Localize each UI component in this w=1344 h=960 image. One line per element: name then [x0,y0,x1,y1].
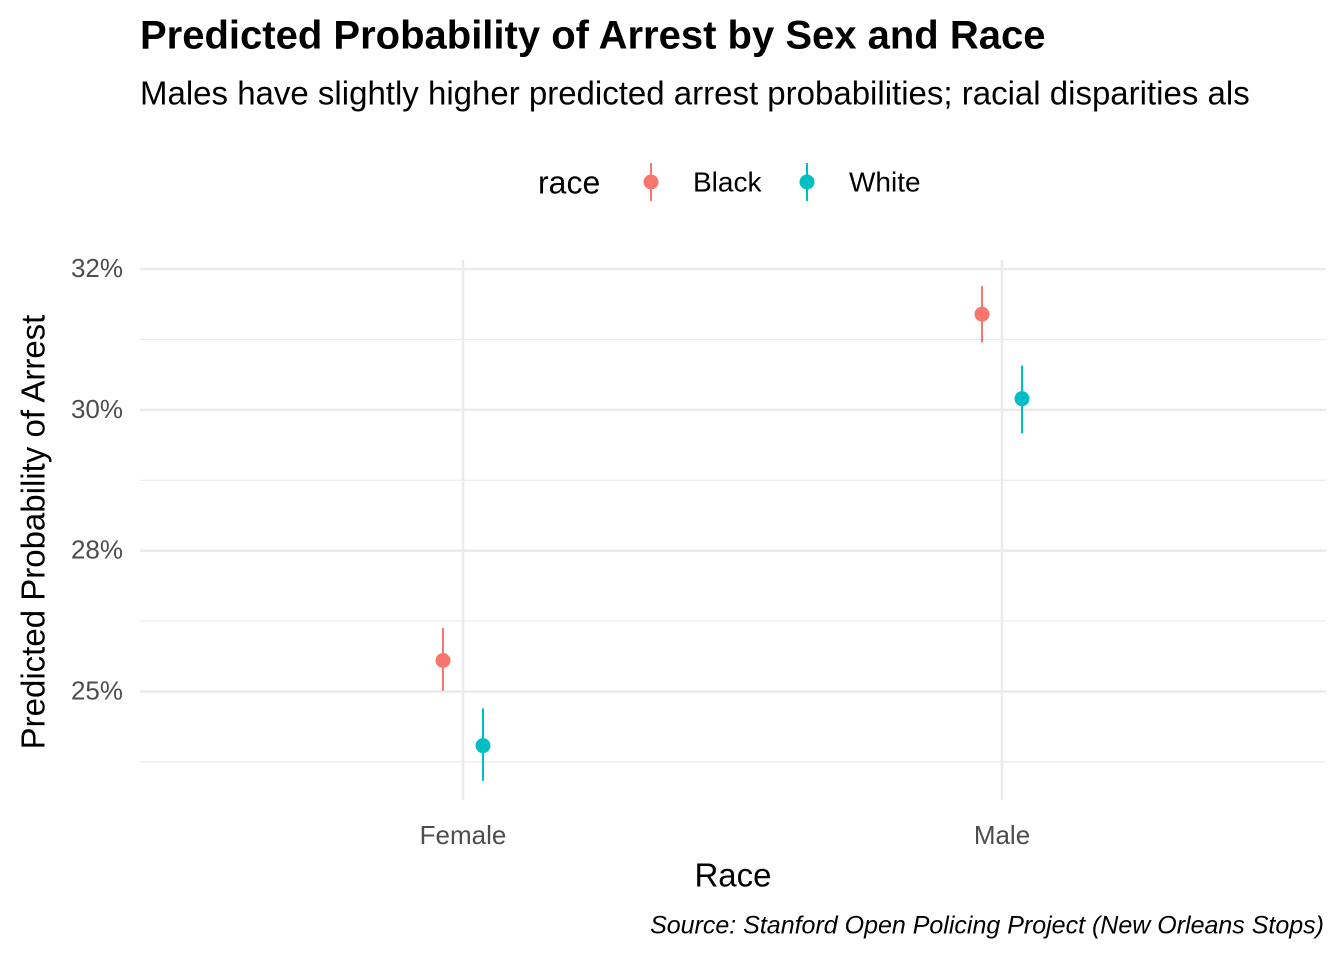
point [974,306,990,322]
x-tick-label: Male [974,820,1030,850]
point [475,738,491,754]
legend-label: White [849,166,921,197]
y-tick-label: 32% [71,253,123,283]
y-tick-label: 28% [71,535,123,565]
point [1014,391,1030,407]
y-axis-label: Predicted Probability of Arrest [15,315,52,750]
point [435,652,451,668]
legend-key-point [799,174,815,190]
x-tick-label: Female [420,820,507,850]
legend-title: race [538,164,600,200]
chart-title: Predicted Probability of Arrest by Sex a… [140,14,1045,58]
legend-label: Black [693,166,762,197]
chart-subtitle: Males have slightly higher predicted arr… [140,75,1250,112]
y-tick-label: 30% [71,394,123,424]
y-tick-label: 25% [71,675,123,705]
x-axis-label: Race [694,857,771,894]
caption: Source: Stanford Open Policing Project (… [650,912,1324,940]
legend-key-point [643,174,659,190]
